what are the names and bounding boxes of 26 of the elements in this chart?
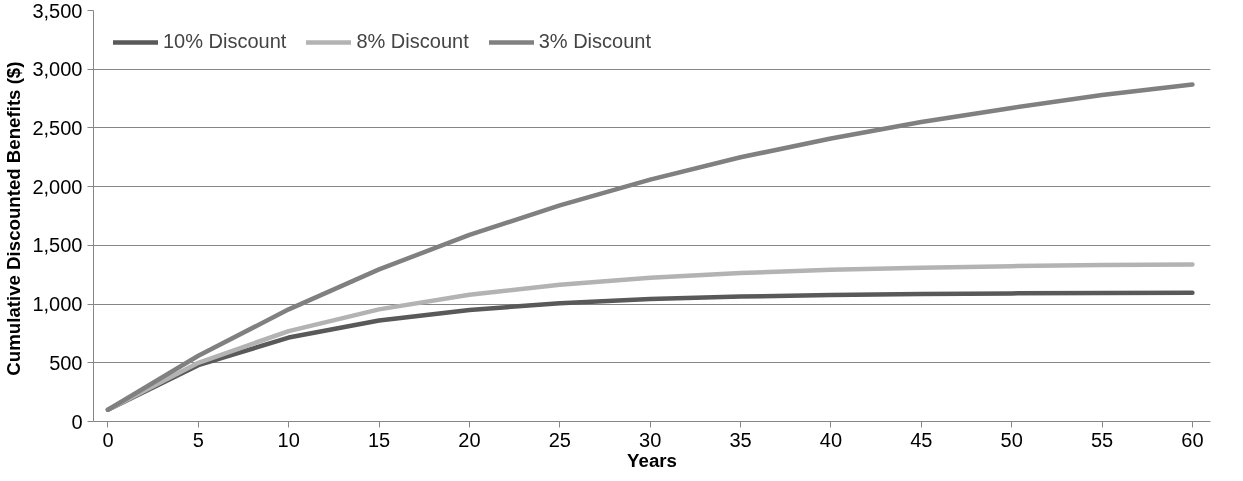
legend-label: 10% Discount (163, 30, 287, 53)
y-tick-label: 3,000 (32, 58, 83, 81)
y-tick-label: 2,000 (32, 175, 83, 198)
x-tick-label: 25 (548, 428, 571, 451)
y-tick-label: 2,500 (32, 116, 83, 139)
y-tick-label: 3,500 (32, 0, 83, 22)
x-tick-label: 0 (102, 428, 114, 451)
x-tick-label: 45 (910, 428, 933, 451)
x-tick-label: 5 (192, 428, 204, 451)
x-tick-label: 60 (1181, 428, 1204, 451)
legend-label: 3% Discount (538, 30, 651, 53)
y-tick-label: 1,000 (32, 293, 83, 316)
x-tick-label: 15 (367, 428, 391, 451)
y-tick-label: 500 (49, 351, 83, 374)
x-tick-label: 50 (1000, 428, 1023, 451)
x-tick-label: 35 (729, 428, 752, 451)
y-axis-title: Cumulative Discounted Benefits ($) (3, 61, 25, 376)
y-tick-label: 1,500 (32, 234, 83, 257)
x-tick-label: 40 (819, 428, 843, 451)
x-axis-title: Years (627, 449, 677, 471)
x-tick-label: 55 (1090, 428, 1114, 451)
x-tick-label: 10 (277, 428, 300, 451)
y-tick-label: 0 (71, 410, 83, 433)
x-tick-label: 30 (639, 428, 662, 451)
legend-label: 8% Discount (356, 30, 469, 53)
x-tick-label: 20 (458, 428, 481, 451)
